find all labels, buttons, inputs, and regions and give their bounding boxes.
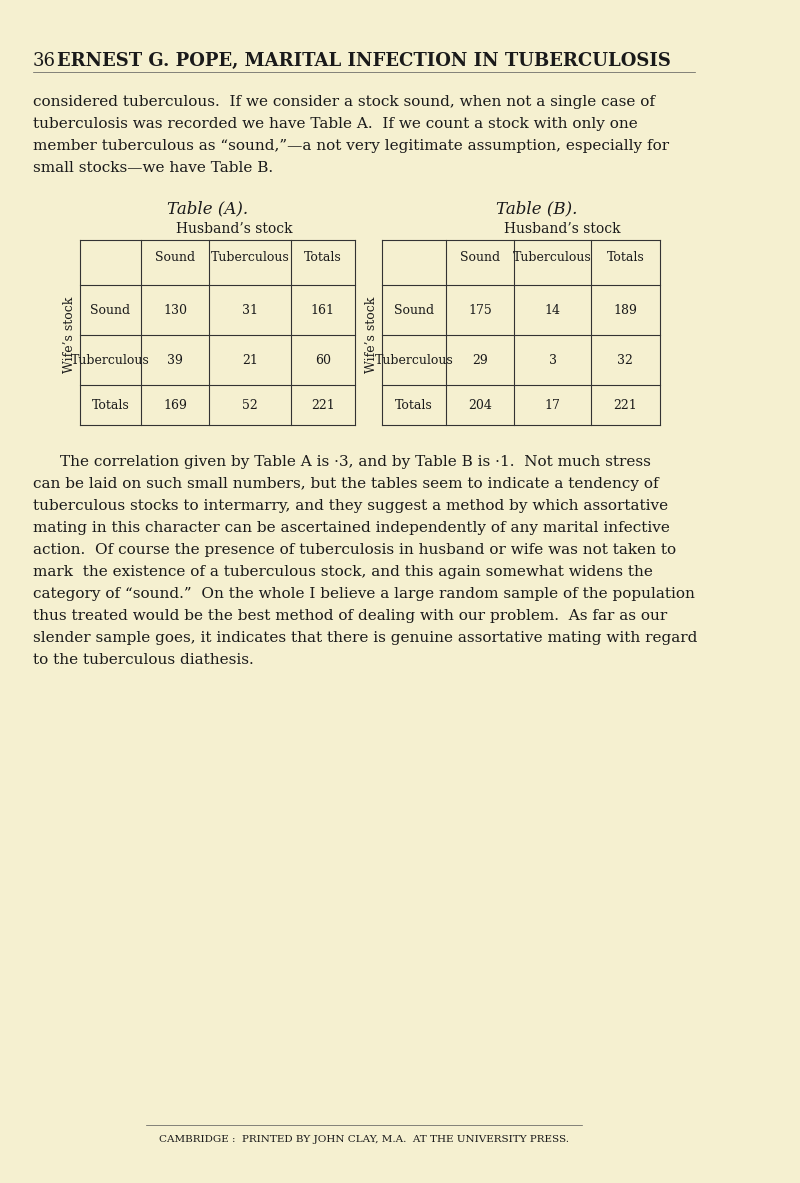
Text: Husband’s stock: Husband’s stock xyxy=(504,222,621,235)
Text: 130: 130 xyxy=(163,304,187,317)
Text: Table (B).: Table (B). xyxy=(496,200,578,216)
Text: mark  the existence of a tuberculous stock, and this again somewhat widens the: mark the existence of a tuberculous stoc… xyxy=(33,565,653,578)
Text: 32: 32 xyxy=(618,354,634,367)
Text: 221: 221 xyxy=(614,399,638,412)
Text: Totals: Totals xyxy=(606,251,644,264)
Text: 189: 189 xyxy=(614,304,638,317)
Text: 161: 161 xyxy=(311,304,335,317)
Text: Husband’s stock: Husband’s stock xyxy=(176,222,293,235)
Text: 3: 3 xyxy=(549,354,557,367)
Text: tuberculosis was recorded we have Table A.  If we count a stock with only one: tuberculosis was recorded we have Table … xyxy=(33,117,638,131)
Text: 60: 60 xyxy=(315,354,331,367)
Text: 17: 17 xyxy=(545,399,561,412)
Text: Tuberculous: Tuberculous xyxy=(374,354,454,367)
Text: 204: 204 xyxy=(468,399,492,412)
Text: category of “sound.”  On the whole I believe a large random sample of the popula: category of “sound.” On the whole I beli… xyxy=(33,587,694,601)
Text: Sound: Sound xyxy=(394,304,434,317)
Text: 21: 21 xyxy=(242,354,258,367)
Text: can be laid on such small numbers, but the tables seem to indicate a tendency of: can be laid on such small numbers, but t… xyxy=(33,477,658,491)
Text: Tuberculous: Tuberculous xyxy=(210,251,290,264)
Text: 39: 39 xyxy=(167,354,183,367)
Text: Wife’s stock: Wife’s stock xyxy=(365,297,378,373)
Text: Totals: Totals xyxy=(395,399,433,412)
Text: Sound: Sound xyxy=(90,304,130,317)
Text: 14: 14 xyxy=(545,304,561,317)
Text: Table (A).: Table (A). xyxy=(167,200,248,216)
Text: considered tuberculous.  If we consider a stock sound, when not a single case of: considered tuberculous. If we consider a… xyxy=(33,95,654,109)
Text: Tuberculous: Tuberculous xyxy=(71,354,150,367)
Text: The correlation given by Table A is ·3, and by Table B is ·1.  Not much stress: The correlation given by Table A is ·3, … xyxy=(60,455,651,468)
Text: Sound: Sound xyxy=(155,251,195,264)
Text: CAMBRIDGE :  PRINTED BY JOHN CLAY, M.A.  AT THE UNIVERSITY PRESS.: CAMBRIDGE : PRINTED BY JOHN CLAY, M.A. A… xyxy=(159,1134,569,1144)
Text: ERNEST G. POPE, MARITAL INFECTION IN TUBERCULOSIS: ERNEST G. POPE, MARITAL INFECTION IN TUB… xyxy=(57,52,670,70)
Text: action.  Of course the presence of tuberculosis in husband or wife was not taken: action. Of course the presence of tuberc… xyxy=(33,543,676,557)
Text: 52: 52 xyxy=(242,399,258,412)
Text: 221: 221 xyxy=(311,399,335,412)
Text: tuberculous stocks to intermarry, and they suggest a method by which assortative: tuberculous stocks to intermarry, and th… xyxy=(33,499,668,513)
Text: 31: 31 xyxy=(242,304,258,317)
Text: slender sample goes, it indicates that there is genuine assortative mating with : slender sample goes, it indicates that t… xyxy=(33,631,697,645)
Text: to the tuberculous diathesis.: to the tuberculous diathesis. xyxy=(33,653,254,667)
Text: Totals: Totals xyxy=(304,251,342,264)
Text: 175: 175 xyxy=(468,304,492,317)
Text: Totals: Totals xyxy=(92,399,130,412)
Text: mating in this character can be ascertained independently of any marital infecti: mating in this character can be ascertai… xyxy=(33,521,670,535)
Text: thus treated would be the best method of dealing with our problem.  As far as ou: thus treated would be the best method of… xyxy=(33,609,667,623)
Text: Tuberculous: Tuberculous xyxy=(514,251,592,264)
Text: 29: 29 xyxy=(472,354,488,367)
Text: member tuberculous as “sound,”—a not very legitimate assumption, especially for: member tuberculous as “sound,”—a not ver… xyxy=(33,138,669,153)
Text: small stocks—we have Table B.: small stocks—we have Table B. xyxy=(33,161,273,175)
Text: 169: 169 xyxy=(163,399,187,412)
Text: Sound: Sound xyxy=(460,251,500,264)
Text: 36: 36 xyxy=(33,52,56,70)
Text: Wife’s stock: Wife’s stock xyxy=(62,297,76,373)
